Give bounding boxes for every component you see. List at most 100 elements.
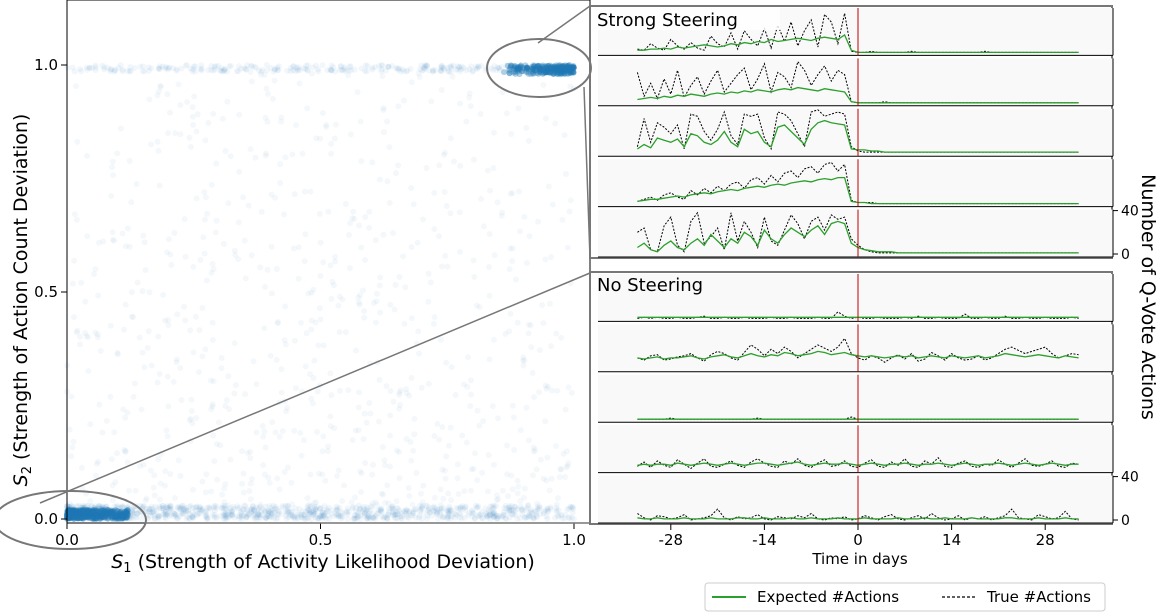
scatter-point — [169, 65, 176, 72]
scatter-point — [369, 500, 376, 507]
scatter-point — [537, 456, 544, 463]
scatter-point — [99, 504, 106, 511]
scatter-point — [465, 512, 472, 519]
scatter-point — [171, 230, 178, 237]
scatter-point — [87, 508, 94, 515]
scatter-point — [375, 418, 382, 425]
scatter-point — [144, 344, 151, 351]
scatter-point — [81, 505, 88, 512]
scatter-point — [480, 417, 487, 424]
scatter-point — [335, 512, 342, 519]
scatter-point — [227, 456, 234, 463]
scatter-point — [337, 515, 344, 522]
scatter-point — [443, 359, 450, 366]
scatter-point — [67, 506, 74, 513]
scatter-point — [218, 365, 225, 372]
scatter-point — [542, 256, 549, 263]
scatter-point — [384, 178, 391, 185]
scatter-point — [196, 509, 203, 516]
scatter-point — [555, 63, 562, 70]
scatter-point — [178, 510, 185, 517]
scatter-point — [354, 514, 361, 521]
scatter-point — [373, 290, 380, 297]
scatter-cluster-point — [69, 510, 76, 517]
scatter-point — [247, 455, 254, 462]
scatter-point — [83, 514, 90, 521]
scatter-point — [513, 66, 520, 73]
scatter-point — [281, 469, 288, 476]
scatter-point — [300, 511, 307, 518]
scatter-point — [438, 505, 445, 512]
scatter-point — [364, 512, 371, 519]
scatter-x-tick-label: 0.5 — [309, 531, 333, 549]
scatter-cluster-point — [67, 513, 74, 520]
scatter-point — [528, 344, 535, 351]
scatter-point — [108, 507, 115, 514]
scatter-cluster-point — [71, 514, 78, 521]
scatter-point — [342, 200, 349, 207]
scatter-point — [114, 502, 121, 509]
scatter-point — [504, 67, 511, 74]
scatter-point — [454, 66, 461, 73]
scatter-point — [146, 508, 153, 515]
scatter-point — [159, 502, 166, 509]
scatter-cluster-point — [83, 512, 90, 519]
scatter-point — [259, 423, 266, 430]
scatter-point — [263, 85, 270, 92]
scatter-cluster-point — [84, 512, 91, 519]
scatter-point — [92, 512, 99, 519]
scatter-point — [235, 219, 242, 226]
scatter-point — [395, 507, 402, 514]
scatter-point — [403, 506, 410, 513]
scatter-point — [389, 503, 396, 510]
scatter-point — [122, 447, 129, 454]
scatter-point — [319, 448, 326, 455]
scatter-cluster-point — [537, 69, 544, 76]
scatter-point — [399, 513, 406, 520]
scatter-point — [486, 508, 493, 515]
scatter-point — [219, 68, 226, 75]
scatter-point — [213, 441, 220, 448]
scatter-point — [445, 507, 452, 514]
scatter-point — [425, 298, 432, 305]
scatter-point — [408, 315, 415, 322]
scatter-point — [496, 65, 503, 72]
scatter-point — [498, 64, 505, 71]
scatter-point — [148, 362, 155, 369]
scatter-point — [403, 435, 410, 442]
scatter-point — [86, 64, 93, 71]
scatter-cluster-point — [99, 514, 106, 521]
scatter-point — [399, 515, 406, 522]
scatter-point — [424, 515, 431, 522]
scatter-point — [161, 511, 168, 518]
scatter-point — [309, 64, 316, 71]
scatter-point — [107, 322, 114, 329]
scatter-point — [190, 66, 197, 73]
scatter-point — [361, 67, 368, 74]
scatter-cluster-point — [90, 508, 97, 515]
scatter-point — [526, 64, 533, 71]
scatter-cluster-point — [68, 509, 75, 516]
scatter-point — [125, 515, 132, 522]
scatter-cluster-point — [567, 65, 574, 72]
scatter-point — [570, 65, 577, 72]
scatter-point — [298, 452, 305, 459]
scatter-point — [444, 508, 451, 515]
scatter-point — [85, 514, 92, 521]
scatter-point — [114, 450, 121, 457]
scatter-point — [278, 389, 285, 396]
scatter-point — [473, 302, 480, 309]
scatter-point — [403, 512, 410, 519]
scatter-point — [530, 515, 537, 522]
scatter-point — [431, 314, 438, 321]
scatter-point — [79, 504, 86, 511]
scatter-point — [177, 131, 184, 138]
scatter-cluster-point — [96, 512, 103, 519]
scatter-point — [301, 258, 308, 265]
scatter-point — [485, 506, 492, 513]
scatter-point — [531, 447, 538, 454]
scatter-point — [209, 401, 216, 408]
scatter-point — [567, 197, 574, 204]
scatter-point — [148, 141, 155, 148]
scatter-cluster-point — [98, 512, 105, 519]
